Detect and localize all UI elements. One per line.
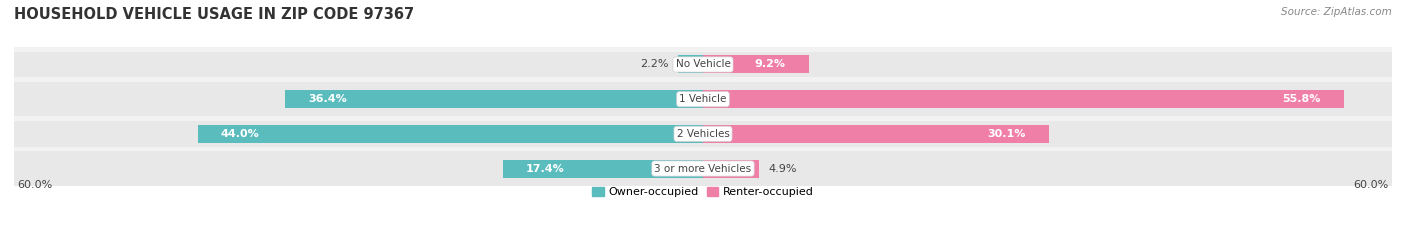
Text: 4.9%: 4.9% <box>769 164 797 174</box>
Text: No Vehicle: No Vehicle <box>675 59 731 69</box>
Bar <box>285 90 703 108</box>
Text: 17.4%: 17.4% <box>526 164 565 174</box>
Text: 36.4%: 36.4% <box>308 94 347 104</box>
Text: 2.2%: 2.2% <box>640 59 669 69</box>
Bar <box>14 86 1392 112</box>
Bar <box>678 55 703 73</box>
Bar <box>14 121 1392 147</box>
Bar <box>703 90 1344 108</box>
Text: 30.1%: 30.1% <box>987 129 1025 139</box>
Bar <box>14 52 1392 77</box>
Text: 9.2%: 9.2% <box>755 59 786 69</box>
Text: 60.0%: 60.0% <box>17 180 53 190</box>
Bar <box>503 160 703 178</box>
Text: 2 Vehicles: 2 Vehicles <box>676 129 730 139</box>
Bar <box>14 151 1392 186</box>
Bar <box>14 47 1392 82</box>
Text: 55.8%: 55.8% <box>1282 94 1320 104</box>
Bar <box>14 156 1392 181</box>
Text: HOUSEHOLD VEHICLE USAGE IN ZIP CODE 97367: HOUSEHOLD VEHICLE USAGE IN ZIP CODE 9736… <box>14 7 415 22</box>
Legend: Owner-occupied, Renter-occupied: Owner-occupied, Renter-occupied <box>592 187 814 197</box>
Bar <box>198 125 703 143</box>
Bar <box>703 125 1049 143</box>
Bar <box>703 160 759 178</box>
Text: 1 Vehicle: 1 Vehicle <box>679 94 727 104</box>
Text: Source: ZipAtlas.com: Source: ZipAtlas.com <box>1281 7 1392 17</box>
Bar <box>703 55 808 73</box>
Bar <box>14 116 1392 151</box>
Bar <box>14 82 1392 116</box>
Text: 44.0%: 44.0% <box>221 129 260 139</box>
Text: 60.0%: 60.0% <box>1353 180 1389 190</box>
Text: 3 or more Vehicles: 3 or more Vehicles <box>654 164 752 174</box>
